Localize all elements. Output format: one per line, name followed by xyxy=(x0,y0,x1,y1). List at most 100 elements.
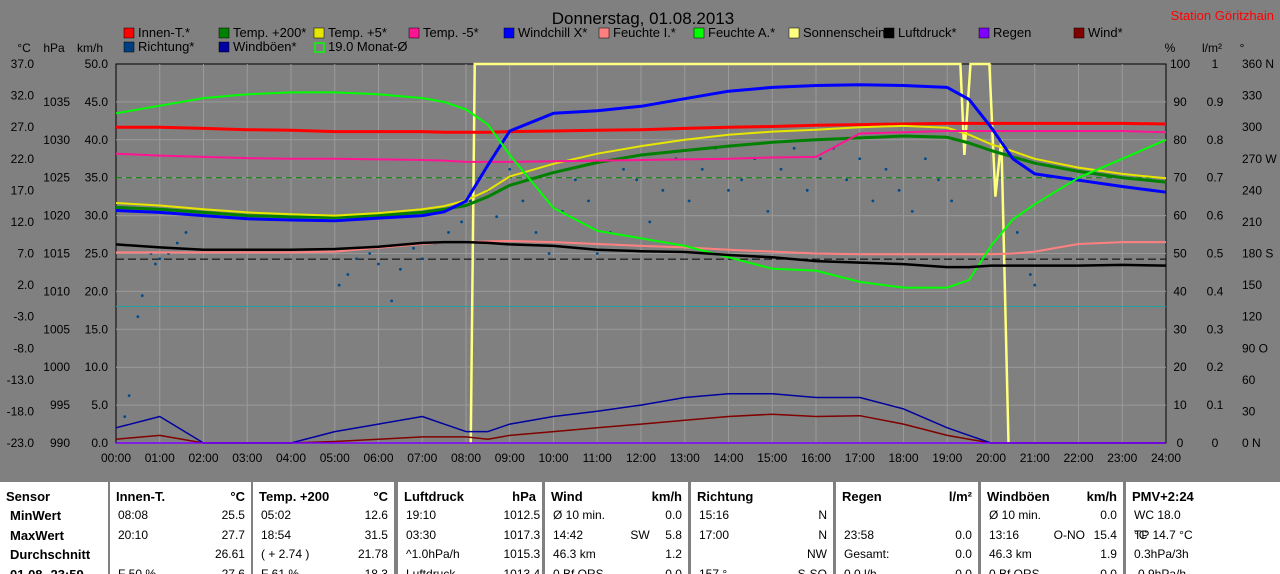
rain-tick-label: 0.2 xyxy=(1207,360,1224,374)
row-label-text: Durchschnitt xyxy=(10,547,91,562)
table-row: ^1.0hPa/h 1015.3 xyxy=(398,545,542,565)
legend-item: Temp. -5* xyxy=(408,25,479,40)
wind-tick-label: 0.0 xyxy=(91,436,108,450)
row-label: 01.08.-23:59 xyxy=(0,565,108,574)
column-header: Innen-T. °C xyxy=(110,488,251,506)
pressure-tick-label: 1010 xyxy=(43,284,70,298)
richtung-point xyxy=(1033,283,1037,287)
time-tick-label: 09:00 xyxy=(495,451,525,465)
richtung-point xyxy=(910,209,914,213)
table-cell: S-SO xyxy=(797,566,827,574)
richtung-point xyxy=(661,188,665,192)
direction-tick-label: 240 xyxy=(1242,183,1262,197)
time-tick-label: 07:00 xyxy=(407,451,437,465)
table-cell xyxy=(902,526,940,546)
wind-tick-label: 5.0 xyxy=(91,398,108,412)
legend-label: Temp. +200* xyxy=(233,25,306,40)
table-row: 46.3 km 1.9 xyxy=(981,545,1123,565)
time-tick-label: 22:00 xyxy=(1063,451,1093,465)
table-cell xyxy=(902,506,940,526)
row-label-text: MaxWert xyxy=(10,527,64,543)
table-cell xyxy=(1047,506,1085,526)
table-cell: TP 14.7 °C xyxy=(1134,527,1193,542)
column-title: Windböen xyxy=(987,489,1050,504)
table-cell: 26.61 xyxy=(214,547,245,561)
legend-swatch xyxy=(978,27,990,39)
plot-area xyxy=(115,62,1167,444)
axis-labels: 00:00 01:00 02:00 03:00 04:00 05:00 06:00 07:00… xyxy=(7,57,1278,465)
direction-tick-label: 180 S xyxy=(1242,247,1273,261)
time-tick-label: 10:00 xyxy=(538,451,568,465)
table-cell xyxy=(1239,565,1274,574)
humidity-tick-label: 0 xyxy=(1177,436,1184,450)
rain-tick-label: 0.1 xyxy=(1207,398,1224,412)
richtung-point xyxy=(805,188,809,192)
temp-tick-label: -13.0 xyxy=(7,373,35,387)
legend-item: Temp. +200* xyxy=(218,25,306,40)
unit-labels: °C hPa km/h% l/m² ° xyxy=(17,41,1244,55)
table-column: Innen-T. °C 08:08 25.5 20:10 27.7 26.61 F 50 % 2… xyxy=(110,482,251,574)
richtung-point xyxy=(635,178,639,182)
table-column: Luftdruck hPa 19:10 1012.5 03:30 1017.3 ^1.0hP… xyxy=(398,482,542,574)
table-row: F 61 % 18.3 xyxy=(253,565,394,574)
legend-label: Temp. +5* xyxy=(328,25,387,40)
humidity-tick-label: 20 xyxy=(1173,360,1187,374)
legend-label: Feuchte I.* xyxy=(613,25,676,40)
table-row: ( + 2.74 ) 21.78 xyxy=(253,545,394,565)
table-cell: 27.6 xyxy=(221,566,245,574)
table-cell xyxy=(1047,565,1085,574)
legend-label: 19.0 Monat-Ø xyxy=(328,39,408,54)
table-cell: 21.78 xyxy=(357,547,388,561)
table-row: 46.3 km 1.2 xyxy=(545,545,688,565)
table-cell: 15:16 xyxy=(699,508,730,522)
table-column: Windböen km/h Ø 10 min. 0.0 13:16 O-NO 15.4 46.… xyxy=(981,482,1123,574)
humidity-tick-label: 10 xyxy=(1173,398,1187,412)
table-cell xyxy=(1047,545,1085,565)
table-cell xyxy=(1239,506,1274,526)
series-line-temp-200 xyxy=(115,134,1167,219)
table-cell xyxy=(465,545,504,565)
richtung-point xyxy=(792,146,796,150)
row-label: MinWert xyxy=(0,506,108,526)
time-tick-label: 12:00 xyxy=(626,451,656,465)
table-cell: SW xyxy=(630,527,650,542)
humidity-tick-label: 100 xyxy=(1170,57,1190,71)
series-line-temp-5 xyxy=(115,130,1167,163)
legend-swatch xyxy=(503,27,515,39)
table-cell: 0 Bf ORS xyxy=(553,566,604,574)
table-cell: 14:42 xyxy=(553,527,584,542)
table-cell: 27.7 xyxy=(221,527,245,542)
table-cell xyxy=(1239,545,1274,565)
pressure-tick-label: 1015 xyxy=(43,247,70,261)
rain-tick-label: 0.8 xyxy=(1207,133,1224,147)
series-line-sonnenschein xyxy=(469,62,1010,444)
pressure-tick-label: 1000 xyxy=(43,360,70,374)
richtung-point xyxy=(818,157,822,161)
column-header: Sensor xyxy=(0,488,108,506)
direction-tick-label: 30 xyxy=(1242,404,1256,418)
table-cell: 12.6 xyxy=(364,508,388,522)
richtung-point xyxy=(398,267,402,271)
legend-label: Innen-T.* xyxy=(138,25,190,40)
temp-tick-label: 27.0 xyxy=(11,120,35,134)
table-cell xyxy=(465,506,504,526)
table-column: Wind km/h Ø 10 min. 0.0 14:42 SW 5.8 46.3 km 1.2… xyxy=(545,482,688,574)
legend-item: Regen xyxy=(978,25,1031,40)
column-header: Luftdruck hPa xyxy=(398,488,542,506)
legend-item: Luftdruck* xyxy=(883,25,957,40)
pressure-tick-label: 1030 xyxy=(43,133,70,147)
wind-tick-label: 50.0 xyxy=(85,57,109,71)
legend-item: Innen-T.* xyxy=(123,25,190,40)
time-tick-label: 19:00 xyxy=(932,451,962,465)
richtung-point xyxy=(871,199,875,203)
richtung-point xyxy=(740,178,744,182)
richtung-point xyxy=(136,315,140,319)
direction-tick-label: 330 xyxy=(1242,89,1262,103)
column-title: Richtung xyxy=(697,489,754,504)
table-cell: 0.0 xyxy=(665,508,682,522)
richtung-point xyxy=(175,241,179,245)
column-header: PMV+2:24 xyxy=(1126,488,1280,506)
legend-swatch xyxy=(218,41,230,53)
time-tick-label: 17:00 xyxy=(845,451,875,465)
pressure-tick-label: 990 xyxy=(50,436,70,450)
